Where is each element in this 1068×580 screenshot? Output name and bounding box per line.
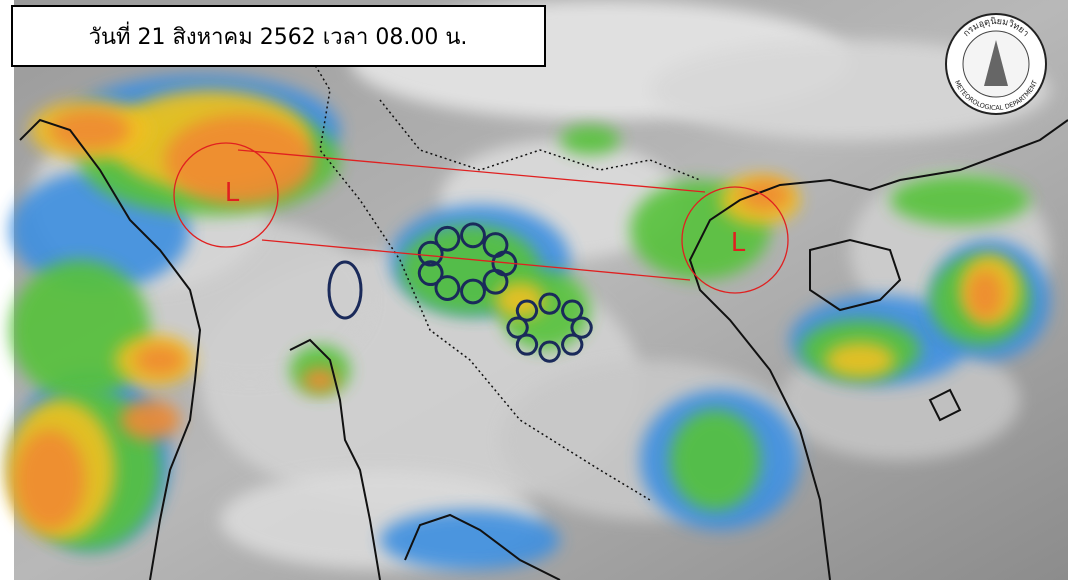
cloud-blob <box>670 410 760 510</box>
storm-outline <box>506 292 593 363</box>
trough-line <box>237 149 706 193</box>
cloud-blob <box>165 115 315 205</box>
cloud-blob <box>120 400 180 440</box>
border <box>379 99 701 181</box>
cloud-blob <box>740 180 790 210</box>
title-box <box>11 5 546 67</box>
trough-line <box>261 239 691 281</box>
cloud-blob <box>380 510 560 570</box>
low-label: L <box>731 228 746 258</box>
low-circle <box>681 186 789 294</box>
cloud-blob <box>560 125 620 155</box>
low-circle <box>173 142 279 248</box>
cloud-blob <box>135 345 185 375</box>
coastline <box>928 388 962 422</box>
cloud-blob <box>495 282 545 318</box>
cloud-blob <box>10 260 150 400</box>
coastline <box>809 238 902 312</box>
storm-outline <box>417 222 518 305</box>
cloud-blob <box>825 342 895 378</box>
border <box>299 39 651 501</box>
coastline <box>19 118 202 580</box>
coastline <box>404 513 561 580</box>
cloud-layer <box>5 0 1050 570</box>
coastlines <box>19 39 1068 580</box>
cloud-blob <box>302 368 338 392</box>
coastline <box>688 119 1068 580</box>
cloud-blob <box>15 430 85 530</box>
logo-emblem <box>984 40 1008 86</box>
low-label: L <box>225 178 240 208</box>
cloud-blob <box>967 270 1003 320</box>
cloud-blob <box>50 110 130 150</box>
coastline <box>289 338 381 580</box>
storm-outline <box>327 260 363 320</box>
trough <box>173 142 789 294</box>
storm-outlines <box>327 222 593 363</box>
logo: กรมอุตุนิยมวิทยา METEOROLOGICAL DEPARTME… <box>945 13 1047 115</box>
cloud-blob <box>890 175 1030 225</box>
title: วันที่ 21 สิงหาคม 2562 เวลา 08.00 น. <box>89 21 468 50</box>
